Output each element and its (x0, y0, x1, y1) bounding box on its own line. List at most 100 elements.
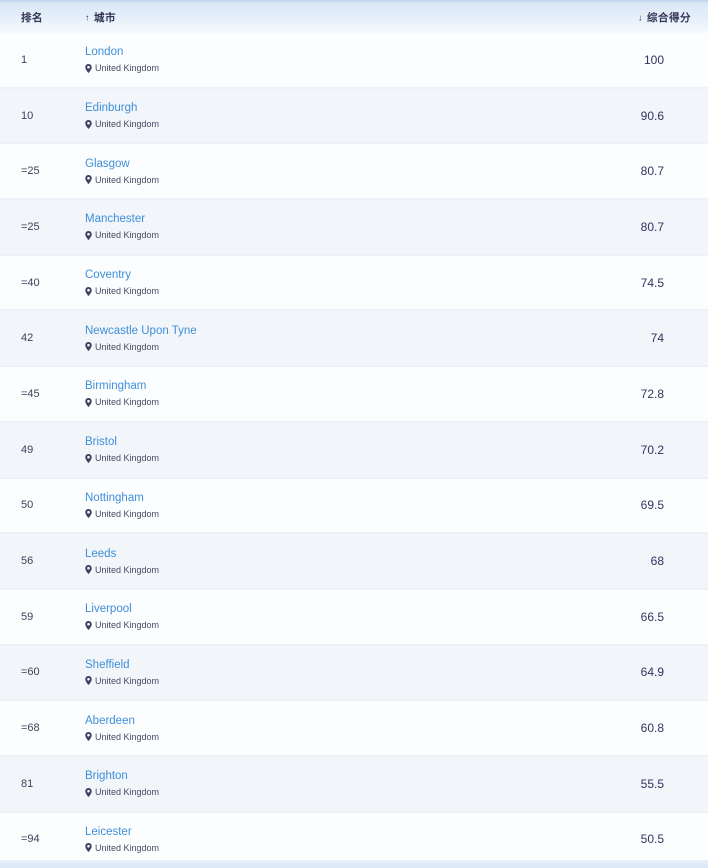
country-line: United Kingdom (85, 787, 558, 797)
city-cell: Edinburgh United Kingdom (85, 102, 558, 129)
table-header: 排名 ↑ 城市 ↓ 综合得分 (0, 0, 708, 33)
rank-value: 50 (21, 499, 34, 512)
city-cell: Leeds United Kingdom (85, 548, 558, 575)
city-cell: Glasgow United Kingdom (85, 158, 558, 185)
city-link[interactable]: Birmingham (85, 380, 147, 393)
country-label: United Kingdom (95, 731, 160, 742)
score-value: 72.8 (640, 386, 664, 401)
city-link[interactable]: Manchester (85, 213, 146, 226)
country-line: United Kingdom (85, 63, 558, 73)
rank-value: 59 (21, 610, 34, 623)
rank-value: =40 (21, 276, 40, 289)
country-line: United Kingdom (85, 230, 558, 240)
table-row: 42 Newcastle Upon Tyne United Kingdom 74 (0, 311, 708, 368)
country-label: United Kingdom (95, 453, 160, 464)
country-line: United Kingdom (85, 676, 558, 686)
city-link[interactable]: Sheffield (85, 658, 130, 671)
score-value: 74.5 (640, 275, 664, 290)
city-link[interactable]: Leeds (85, 547, 117, 560)
rank-value: 81 (21, 777, 34, 790)
city-cell: Coventry United Kingdom (85, 269, 558, 296)
location-pin-icon (85, 175, 92, 185)
table-row: 50 Nottingham United Kingdom 69.5 (0, 478, 708, 535)
table-row: 10 Edinburgh United Kingdom 90.6 (0, 88, 708, 145)
city-link[interactable]: Newcastle Upon Tyne (85, 324, 197, 337)
table-row: =45 Birmingham United Kingdom 72.8 (0, 367, 708, 423)
score-value: 64.9 (640, 665, 664, 680)
location-pin-icon (85, 342, 92, 352)
city-cell: Sheffield United Kingdom (85, 659, 558, 686)
location-pin-icon (85, 63, 92, 73)
rank-value: 42 (21, 332, 34, 345)
table-row: =94 Leicester United Kingdom 50.5 (0, 812, 708, 860)
rank-value: 56 (21, 555, 34, 568)
city-cell: Leicester United Kingdom (85, 826, 558, 853)
city-link[interactable]: Coventry (85, 269, 132, 282)
country-label: United Kingdom (95, 842, 160, 853)
city-cell: Bristol United Kingdom (85, 436, 558, 463)
location-pin-icon (85, 119, 92, 129)
city-cell: Aberdeen United Kingdom (85, 715, 558, 742)
score-value: 90.6 (640, 108, 664, 123)
sort-descending-icon: ↓ (638, 12, 643, 23)
column-header-city[interactable]: ↑ 城市 (85, 10, 558, 25)
country-label: United Kingdom (95, 508, 160, 519)
country-label: United Kingdom (95, 564, 160, 575)
table-row: 59 Liverpool United Kingdom 66.5 (0, 589, 708, 646)
location-pin-icon (85, 397, 92, 407)
city-link[interactable]: Nottingham (85, 491, 144, 504)
score-value: 50.5 (640, 832, 664, 847)
table-row: 81 Brighton United Kingdom 55.5 (0, 756, 708, 813)
city-link[interactable]: Glasgow (85, 157, 130, 170)
city-cell: Newcastle Upon Tyne United Kingdom (85, 325, 558, 352)
country-line: United Kingdom (85, 732, 558, 742)
country-line: United Kingdom (85, 342, 558, 352)
country-line: United Kingdom (85, 397, 558, 407)
city-link[interactable]: Brighton (85, 770, 128, 783)
city-link[interactable]: Liverpool (85, 603, 132, 616)
city-link[interactable]: London (85, 46, 124, 59)
column-header-rank[interactable]: 排名 (21, 12, 43, 24)
country-label: United Kingdom (95, 787, 160, 798)
country-label: United Kingdom (95, 397, 160, 408)
country-line: United Kingdom (85, 509, 558, 519)
location-pin-icon (85, 230, 92, 240)
table-row: =68 Aberdeen United Kingdom 60.8 (0, 701, 708, 757)
city-cell: Liverpool United Kingdom (85, 603, 558, 630)
score-value: 100 (643, 52, 664, 67)
city-link[interactable]: Bristol (85, 436, 117, 449)
city-link[interactable]: Leicester (85, 825, 132, 838)
rank-value: 1 (21, 53, 28, 66)
rank-value: =94 (21, 833, 40, 846)
country-label: United Kingdom (95, 119, 160, 130)
footer-strip (0, 860, 708, 868)
city-link[interactable]: Aberdeen (85, 714, 135, 727)
rank-value: =25 (21, 220, 40, 233)
score-value: 68 (650, 554, 664, 569)
score-value: 69.5 (640, 498, 664, 513)
rank-value: =60 (21, 666, 40, 679)
country-line: United Kingdom (85, 620, 558, 630)
rank-value: 49 (21, 443, 34, 456)
table-row: =60 Sheffield United Kingdom 64.9 (0, 645, 708, 702)
country-line: United Kingdom (85, 565, 558, 575)
city-link[interactable]: Edinburgh (85, 102, 138, 115)
sort-ascending-icon: ↑ (85, 12, 90, 23)
score-value: 70.2 (640, 442, 664, 457)
rank-value: 10 (21, 109, 34, 122)
country-line: United Kingdom (85, 286, 558, 296)
score-value: 60.8 (640, 721, 664, 736)
location-pin-icon (85, 453, 92, 463)
city-cell: Brighton United Kingdom (85, 770, 558, 797)
country-label: United Kingdom (95, 620, 160, 631)
table-row: 49 Bristol United Kingdom 70.2 (0, 422, 708, 479)
country-line: United Kingdom (85, 119, 558, 129)
location-pin-icon (85, 843, 92, 853)
location-pin-icon (85, 565, 92, 575)
country-label: United Kingdom (95, 63, 160, 74)
score-value: 74 (650, 331, 664, 346)
city-cell: London United Kingdom (85, 46, 558, 73)
location-pin-icon (85, 787, 92, 797)
rank-value: =25 (21, 165, 40, 178)
column-header-score[interactable]: ↓ 综合得分 (558, 10, 708, 25)
